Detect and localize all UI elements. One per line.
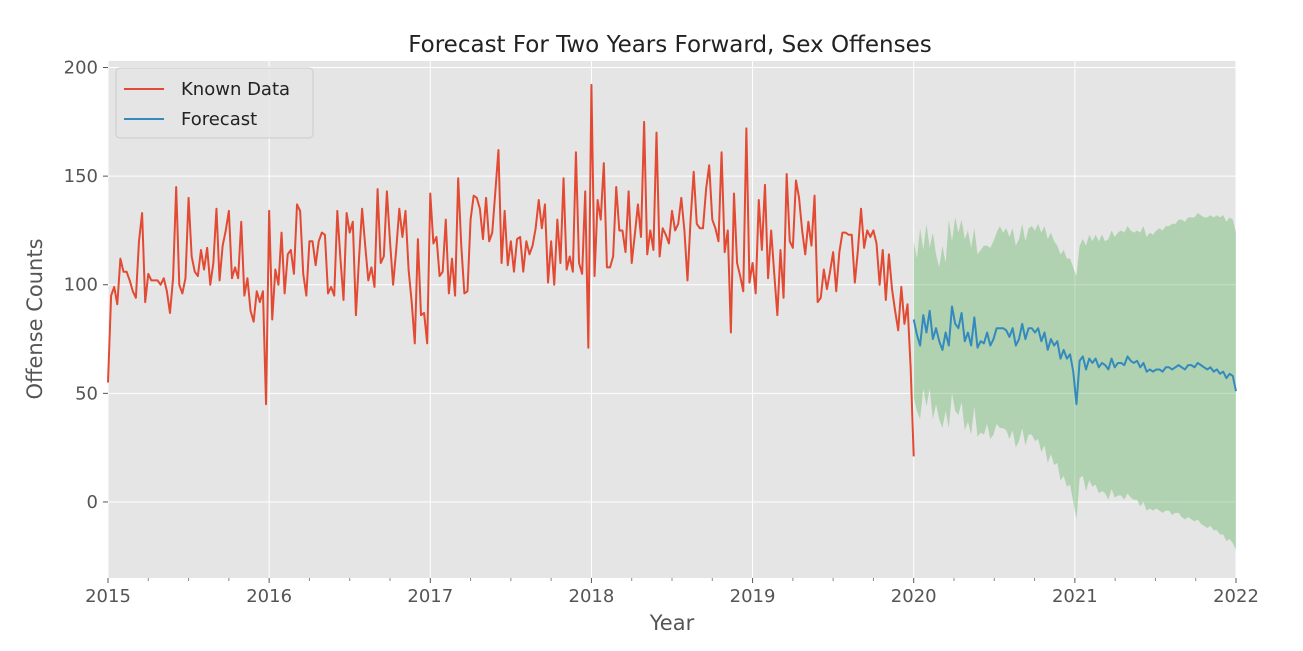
chart-title: Forecast For Two Years Forward, Sex Offe…	[408, 32, 932, 58]
forecast-line	[912, 305, 1237, 406]
plot-background	[108, 61, 1236, 578]
x-tick-label: 2022	[1213, 586, 1259, 607]
legend-box	[115, 67, 314, 139]
y-axis-label: Offense Counts	[23, 238, 47, 399]
y-tick-label: 0	[87, 492, 98, 513]
legend-label-known-data: Known Data	[181, 79, 290, 100]
y-tick-label: 50	[75, 383, 98, 404]
x-tick-label: 2015	[85, 586, 131, 607]
x-tick-label: 2020	[891, 586, 937, 607]
x-tick-label: 2021	[1052, 586, 1098, 607]
x-tick-label: 2018	[569, 586, 615, 607]
grid-lines	[107, 61, 1237, 578]
y-tick-label: 200	[64, 58, 98, 79]
series-lines	[107, 83, 1237, 457]
legend-label-forecast: Forecast	[181, 109, 257, 130]
x-tick-label: 2016	[246, 586, 292, 607]
x-axis-ticks: 2015 2016 2017 2018 2019 2020 2021 2022	[85, 578, 1259, 607]
x-tick-label: 2017	[407, 586, 453, 607]
known-data-line	[107, 83, 915, 457]
y-tick-label: 150	[64, 166, 98, 187]
y-tick-label: 100	[64, 275, 98, 296]
legend: Known Data Forecast	[115, 67, 314, 139]
x-axis-label: Year	[649, 611, 695, 635]
y-axis-ticks: 0 50 100 150 200	[64, 58, 108, 513]
x-tick-label: 2019	[730, 586, 776, 607]
